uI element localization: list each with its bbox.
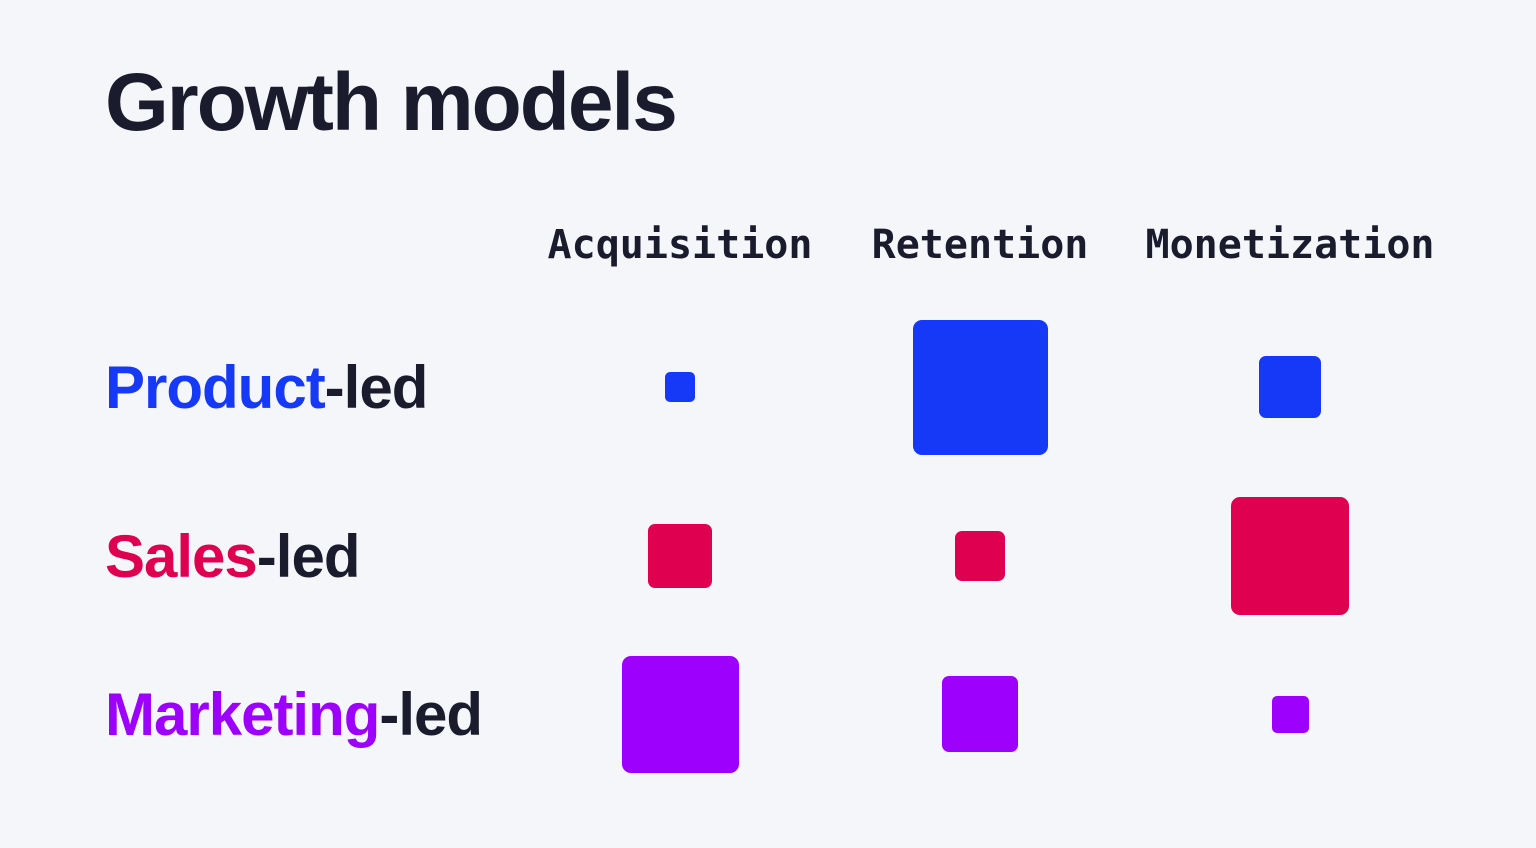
value-square-marketing-acquisition [621, 655, 739, 773]
column-header-retention: Retention [871, 222, 1089, 268]
row-label-highlight: Marketing [105, 680, 380, 748]
value-square-marketing-monetization [1271, 695, 1309, 733]
value-square-sales-retention [955, 531, 1005, 581]
row-label-suffix: -led [324, 353, 429, 421]
matrix-cell-marketing-acquisition [535, 633, 825, 795]
value-square-sales-acquisition [648, 524, 712, 588]
row-label-highlight: Product [105, 353, 326, 421]
matrix-cell-marketing-monetization [1135, 633, 1445, 795]
matrix-cell-product-monetization [1135, 295, 1445, 479]
matrix-cell-product-retention [825, 295, 1135, 479]
matrix-cell-product-acquisition [535, 295, 825, 479]
matrix-corner [0, 195, 535, 295]
column-header-monetization: Monetization [1145, 222, 1435, 268]
matrix-cell-sales-acquisition [535, 479, 825, 633]
row-label-highlight: Sales [105, 522, 258, 590]
row-label-suffix: -led [256, 522, 361, 590]
matrix-cell-sales-monetization [1135, 479, 1445, 633]
matrix-cell-marketing-retention [825, 633, 1135, 795]
value-square-sales-monetization [1231, 497, 1349, 615]
value-square-product-monetization [1259, 356, 1321, 418]
row-label-product-led: Product -led [0, 295, 535, 479]
value-square-product-retention [912, 319, 1048, 455]
growth-matrix: Acquisition Retention Monetization Produ… [0, 195, 1536, 795]
row-label-suffix: -led [379, 680, 483, 748]
column-header-acquisition: Acquisition [547, 222, 813, 268]
matrix-cell-sales-retention [825, 479, 1135, 633]
value-square-product-acquisition [665, 372, 695, 402]
value-square-marketing-retention [942, 676, 1018, 752]
page-title: Growth models [105, 57, 678, 148]
row-label-marketing-led: Marketing -led [0, 633, 535, 795]
row-label-sales-led: Sales -led [0, 479, 535, 633]
